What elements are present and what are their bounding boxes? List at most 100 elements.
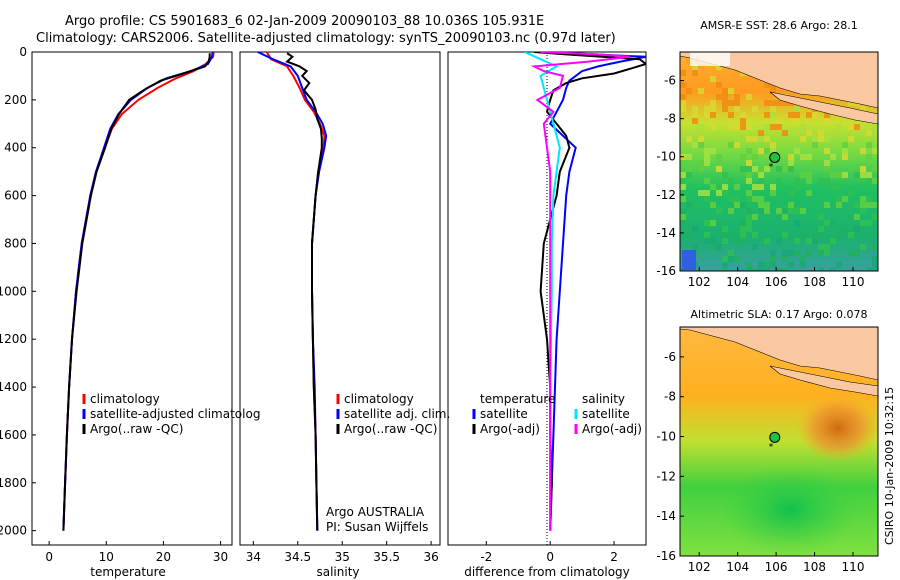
depth-ytick-label: 600 xyxy=(4,189,27,203)
sst-pixel xyxy=(812,160,818,166)
sst-pixel xyxy=(788,250,794,256)
sst-pixel xyxy=(692,70,698,76)
sst-pixel xyxy=(860,244,866,250)
sst-pixel xyxy=(710,100,716,106)
sst-pixel xyxy=(728,196,734,202)
sst-pixel xyxy=(704,160,710,166)
sst-pixel xyxy=(758,130,764,136)
sst-pixel xyxy=(806,190,812,196)
sst-pixel xyxy=(830,154,836,160)
sst-pixel xyxy=(872,166,878,172)
argo-pi-label: PI: Susan Wijffels xyxy=(326,520,428,534)
sst-pixel xyxy=(854,250,860,256)
sst-pixel xyxy=(836,196,842,202)
salinity-legend-entry: satellite adj. clim. xyxy=(344,407,450,421)
sst-pixel xyxy=(758,178,764,184)
sst-pixel xyxy=(860,148,866,154)
sst-pixel xyxy=(686,172,692,178)
sst-pixel xyxy=(746,214,752,220)
sst-pixel xyxy=(830,172,836,178)
sst-pixel xyxy=(800,262,806,268)
sst-pixel xyxy=(740,154,746,160)
sst-pixel xyxy=(812,136,818,142)
sst-pixel xyxy=(704,220,710,226)
sst-pixel xyxy=(734,82,740,88)
sst-pixel xyxy=(794,112,800,118)
sst-pixel xyxy=(758,184,764,190)
sst-pixel xyxy=(764,136,770,142)
sst-pixel xyxy=(842,226,848,232)
sst-pixel xyxy=(788,262,794,268)
sla-float-star-icon: * xyxy=(769,442,774,452)
sst-pixel xyxy=(758,208,764,214)
sst-pixel xyxy=(872,256,878,262)
sst-pixel xyxy=(866,196,872,202)
sla-xtick-label: 106 xyxy=(765,560,788,574)
sst-pixel xyxy=(800,208,806,214)
sst-pixel xyxy=(854,124,860,130)
depth-ytick-label: 2000 xyxy=(0,524,27,538)
sst-pixel xyxy=(740,166,746,172)
sst-pixel xyxy=(722,172,728,178)
sst-pixel xyxy=(848,232,854,238)
sst-pixel xyxy=(782,100,788,106)
sst-pixel xyxy=(746,226,752,232)
sst-pixel xyxy=(704,148,710,154)
sst-pixel xyxy=(746,148,752,154)
sst-xtick-label: 110 xyxy=(842,275,865,289)
sst-pixel xyxy=(716,244,722,250)
sst-pixel xyxy=(722,106,728,112)
sla-high-anomaly xyxy=(796,394,878,462)
sst-pixel xyxy=(764,208,770,214)
sst-pixel xyxy=(866,220,872,226)
sst-pixel xyxy=(686,154,692,160)
sst-pixel xyxy=(770,250,776,256)
sst-pixel xyxy=(872,178,878,184)
sst-pixel xyxy=(692,244,698,250)
sst-pixel xyxy=(680,178,686,184)
salinity-xtick-label: 35.5 xyxy=(373,550,400,564)
sst-ytick-label: -10 xyxy=(656,150,676,164)
sst-pixel xyxy=(866,202,872,208)
sla-java-landmass xyxy=(680,327,878,381)
sst-pixel xyxy=(782,214,788,220)
salinity-xtick-label: 34 xyxy=(246,550,261,564)
sst-pixel xyxy=(686,88,692,94)
sst-pixel xyxy=(704,196,710,202)
sst-map-frame xyxy=(679,51,879,272)
sst-pixel xyxy=(842,148,848,154)
sst-pixel xyxy=(722,94,728,100)
sst-pixel xyxy=(824,112,830,118)
sst-pixel xyxy=(812,142,818,148)
sst-pixel xyxy=(746,166,752,172)
sst-pixel xyxy=(848,124,854,130)
sst-pixel xyxy=(800,172,806,178)
sst-pixel xyxy=(698,160,704,166)
sst-pixel xyxy=(680,94,686,100)
sst-pixel xyxy=(854,226,860,232)
sst-pixel xyxy=(680,172,686,178)
difference-xtick-label: -2 xyxy=(480,550,492,564)
salinity-xtick-label: 36 xyxy=(423,550,438,564)
figure-title-line2: Climatology: CARS2006. Satellite-adjuste… xyxy=(36,31,616,46)
sst-pixel xyxy=(872,214,878,220)
sst-pixel xyxy=(854,172,860,178)
sst-pixel xyxy=(680,160,686,166)
sst-pixel xyxy=(764,262,770,268)
sst-pixel xyxy=(680,100,686,106)
sst-pixel xyxy=(872,268,878,271)
sst-pixel xyxy=(782,250,788,256)
sst-pixel xyxy=(692,112,698,118)
sst-pixel xyxy=(752,154,758,160)
sst-pixel xyxy=(842,172,848,178)
depth-ytick-label: 200 xyxy=(4,93,27,107)
sst-pixel xyxy=(824,178,830,184)
sla-xtick-label: 102 xyxy=(688,560,711,574)
difference-temperature-legend-entry: Argo(-adj) xyxy=(480,422,540,436)
sst-pixel xyxy=(860,226,866,232)
sst-pixel xyxy=(770,262,776,268)
sst-pixel xyxy=(722,190,728,196)
sst-pixel xyxy=(758,262,764,268)
sst-pixel xyxy=(770,106,776,112)
